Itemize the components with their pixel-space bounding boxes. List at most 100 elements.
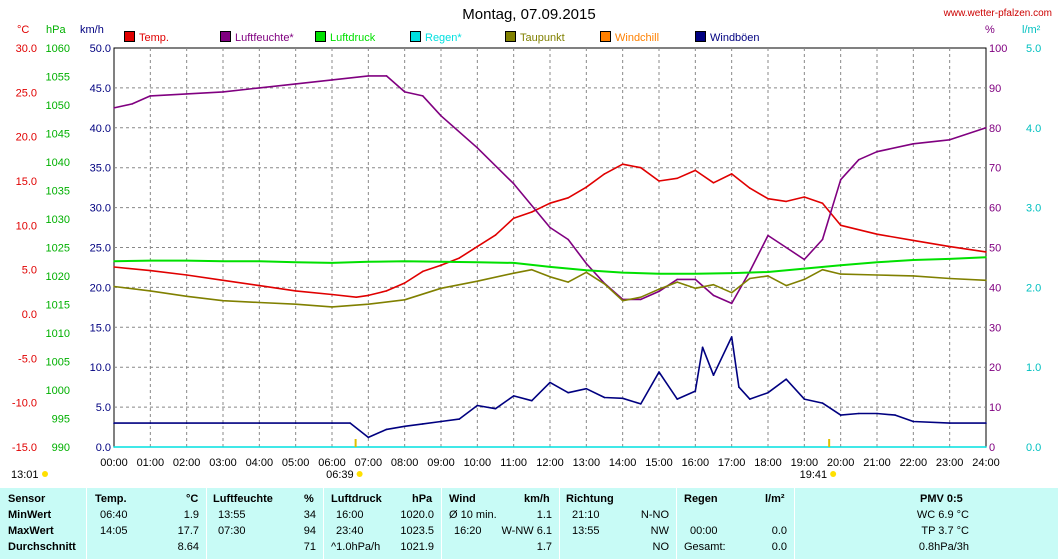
- legend-swatch: [600, 31, 611, 42]
- series-taupunkt-point: [185, 295, 188, 298]
- series-windb-en-point: [640, 403, 642, 405]
- series-temp-point: [567, 197, 569, 199]
- series-temp-point: [948, 245, 951, 248]
- pmv-line-3: 0.8hPa/3h: [918, 541, 969, 553]
- x-tick-label: 20:00: [827, 457, 855, 469]
- x-tick-label: 03:00: [209, 457, 237, 469]
- row-label-avg: Durchschnitt: [8, 541, 76, 553]
- series-luftdruck-point: [222, 260, 224, 263]
- series-temp-point: [749, 187, 751, 189]
- series-windb-en-point: [858, 412, 860, 415]
- series-temp-point: [149, 269, 152, 272]
- series-windb-en-point: [803, 398, 806, 400]
- series-windb-en-point: [676, 398, 678, 400]
- sunrise-marker-icon: [356, 471, 363, 477]
- humidity-tick-label: 20: [989, 362, 1001, 374]
- temp-tick-label: 30.0: [16, 43, 37, 55]
- temp-tick-label: -5.0: [18, 353, 37, 365]
- x-tick-label: 01:00: [137, 457, 165, 469]
- min-temp: 1.9: [183, 509, 199, 521]
- series-luftfeuchte-point: [858, 158, 860, 161]
- series-temp-point: [912, 239, 915, 242]
- pressure-tick-label: 1045: [46, 129, 70, 141]
- max-direction: NW: [650, 525, 669, 537]
- series-taupunkt-point: [876, 274, 878, 276]
- series-luftfeuchte-point: [512, 182, 515, 185]
- series-luftfeuchte-point: [676, 278, 678, 281]
- stats-header-temp-unit: °C: [186, 493, 199, 505]
- series-windb-en-point: [876, 412, 878, 415]
- series-taupunkt-point: [912, 275, 915, 277]
- legend-swatch: [315, 31, 326, 42]
- stats-table: Sensor Temp. °C Luftfeuchte % Luftdruck …: [0, 488, 1058, 559]
- series-taupunkt-point: [549, 276, 551, 278]
- avg-wind: 1.7: [536, 541, 552, 553]
- series-luftfeuchte-point: [331, 79, 333, 81]
- series-taupunkt-point: [621, 299, 624, 302]
- wind-tick-label: 15.0: [90, 322, 111, 334]
- pmv-line-1: WC 6.9 °C: [916, 509, 969, 521]
- series-windb-en-point: [738, 386, 740, 388]
- min-temp-time: 06:40: [100, 509, 128, 521]
- series-luftdruck-point: [294, 261, 297, 264]
- humidity-tick-label: 60: [989, 203, 1001, 215]
- stats-header-humidity: Luftfeuchte: [213, 493, 273, 505]
- humidity-tick-label: 30: [989, 322, 1001, 334]
- series-taupunkt-point: [113, 285, 115, 288]
- series-windb-en-point: [440, 420, 442, 423]
- min-humidity-time: 13:55: [218, 509, 246, 521]
- legend-label: Regen*: [425, 32, 462, 44]
- series-windb-en-point: [730, 336, 733, 338]
- pressure-tick-label: 1025: [46, 243, 70, 255]
- series-temp-point: [767, 197, 769, 200]
- max-rain: 0.0: [771, 525, 787, 537]
- rain-tick-label: 0.0: [1026, 442, 1041, 454]
- wind-tick-label: 10.0: [90, 362, 111, 374]
- temp-tick-label: 20.0: [16, 132, 37, 144]
- series-taupunkt-point: [149, 290, 152, 292]
- pressure-tick-label: 1050: [46, 100, 70, 112]
- legend-item-temp: Temp.: [124, 31, 169, 45]
- site-url[interactable]: www.wetter-pfalzen.com: [943, 8, 1052, 19]
- pressure-tick-label: 1020: [46, 271, 70, 283]
- series-windb-en-point: [567, 391, 569, 394]
- series-luftfeuchte-point: [131, 103, 133, 105]
- series-windb-en-point: [331, 422, 333, 424]
- series-temp-point: [258, 284, 261, 287]
- stats-header-wind-unit: km/h: [524, 493, 550, 505]
- humidity-tick-label: 50: [989, 243, 1001, 255]
- series-temp-point: [531, 211, 533, 213]
- series-luftfeuchte-point: [258, 87, 261, 89]
- humidity-tick-label: 40: [989, 282, 1001, 294]
- series-taupunkt-point: [767, 275, 769, 277]
- series-luftdruck-point: [803, 267, 806, 270]
- series-temp-point: [985, 251, 987, 253]
- legend-item-windb-en: Windböen: [695, 31, 760, 45]
- series-taupunkt-point: [331, 306, 333, 308]
- temp-tick-label: 10.0: [16, 220, 37, 232]
- humidity-tick-label: 100: [989, 43, 1007, 55]
- series-temp-point: [658, 180, 660, 182]
- wind-tick-label: 45.0: [90, 83, 111, 95]
- series-windb-en-point: [185, 422, 188, 424]
- x-tick-label: 06:00: [318, 457, 346, 469]
- series-luftdruck-point: [585, 269, 588, 272]
- series-luftfeuchte-point: [948, 139, 951, 141]
- avg-temp: 8.64: [177, 541, 199, 553]
- series-taupunkt-point: [640, 296, 642, 299]
- series-temp-point: [603, 173, 606, 175]
- series-temp-point: [676, 177, 678, 180]
- series-luftfeuchte-point: [149, 95, 152, 97]
- series-luftdruck-point: [512, 262, 515, 264]
- wind-tick-label: 0.0: [96, 442, 111, 454]
- min-direction-time: 21:10: [572, 509, 600, 521]
- series-luftdruck-point: [694, 272, 697, 275]
- max-pressure-time: 23:40: [336, 525, 364, 537]
- series-windb-en-point: [839, 414, 842, 416]
- series-taupunkt-point: [440, 287, 442, 290]
- series-taupunkt-point: [567, 281, 569, 283]
- series-windb-en-point: [476, 404, 479, 407]
- x-tick-label: 02:00: [173, 457, 201, 469]
- series-windb-en-point: [222, 422, 224, 424]
- x-tick-label: 00:00: [100, 457, 128, 469]
